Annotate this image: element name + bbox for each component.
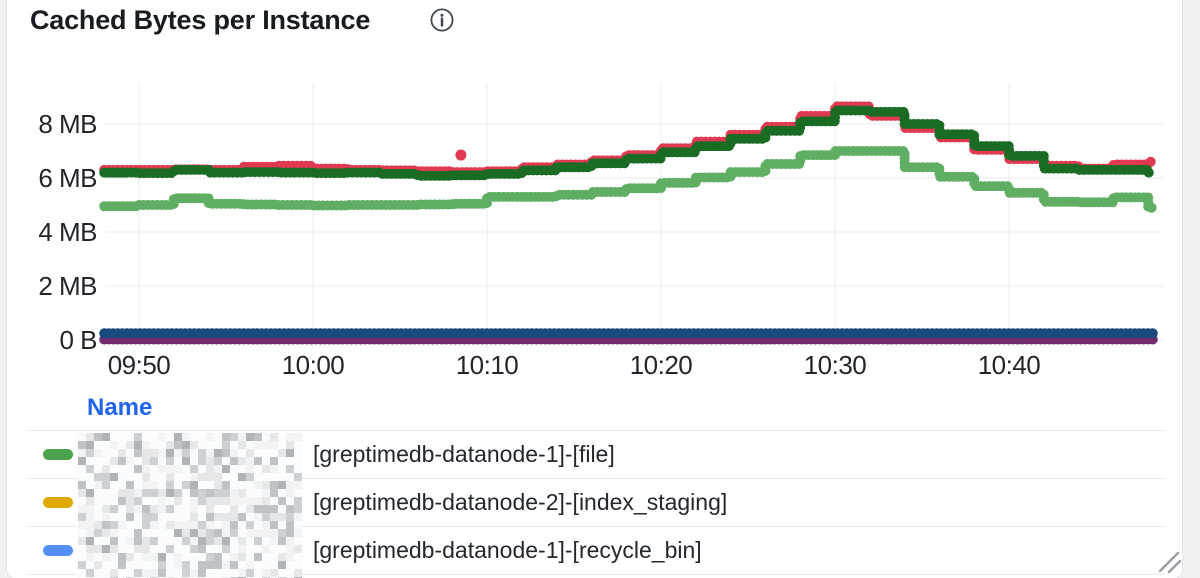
legend-row[interactable]: [greptimedb-datanode-1]-[recycle_bin] (28, 526, 1165, 578)
x-axis-tick-label: 10:30 (803, 350, 867, 380)
y-axis-tick-label: 6 MB (38, 163, 97, 193)
series-line-series-dark-green (99, 105, 1158, 181)
y-axis-tick-label: 2 MB (38, 271, 97, 301)
y-axis-tick-label: 8 MB (38, 109, 97, 139)
legend-series-label: [greptimedb-datanode-1]-[file] (313, 441, 615, 467)
x-axis-tick-label: 10:20 (629, 350, 693, 380)
legend-series-swatch (43, 497, 73, 508)
x-axis-tick-label: 09:50 (107, 350, 171, 380)
x-axis-tick-label: 10:10 (455, 350, 519, 380)
info-icon[interactable] (428, 5, 456, 33)
legend-series-swatch (43, 545, 73, 556)
legend-row-divider (28, 574, 1165, 575)
legend-row-divider (28, 526, 1165, 527)
redacted-text-blur (78, 529, 305, 578)
outlier-point (455, 149, 467, 161)
legend-row-divider (28, 430, 1165, 431)
x-axis-tick-label: 10:00 (281, 350, 345, 380)
legend-series-swatch (43, 449, 73, 460)
legend-series-label: [greptimedb-datanode-2]-[index_staging] (313, 489, 728, 515)
legend-series-label: [greptimedb-datanode-1]-[recycle_bin] (313, 537, 702, 563)
redacted-text-blur (78, 433, 305, 482)
y-axis-tick-label: 0 B (59, 325, 97, 355)
legend-row-divider (28, 478, 1165, 479)
resize-handle-icon[interactable] (1167, 559, 1182, 574)
chart-plot-area[interactable] (105, 75, 1163, 348)
legend-row[interactable]: [greptimedb-datanode-2]-[index_staging] (28, 478, 1165, 530)
redacted-text-blur (78, 481, 305, 530)
resize-handle-icon[interactable] (1158, 551, 1180, 573)
y-axis-tick-label: 4 MB (38, 217, 97, 247)
legend-row[interactable]: [greptimedb-datanode-1]-[file] (28, 430, 1165, 482)
legend-column-header[interactable]: Name (87, 394, 153, 421)
panel-title: Cached Bytes per Instance (30, 5, 371, 35)
series-line-series-light-green (99, 146, 1158, 213)
x-axis-tick-label: 10:40 (977, 350, 1041, 380)
